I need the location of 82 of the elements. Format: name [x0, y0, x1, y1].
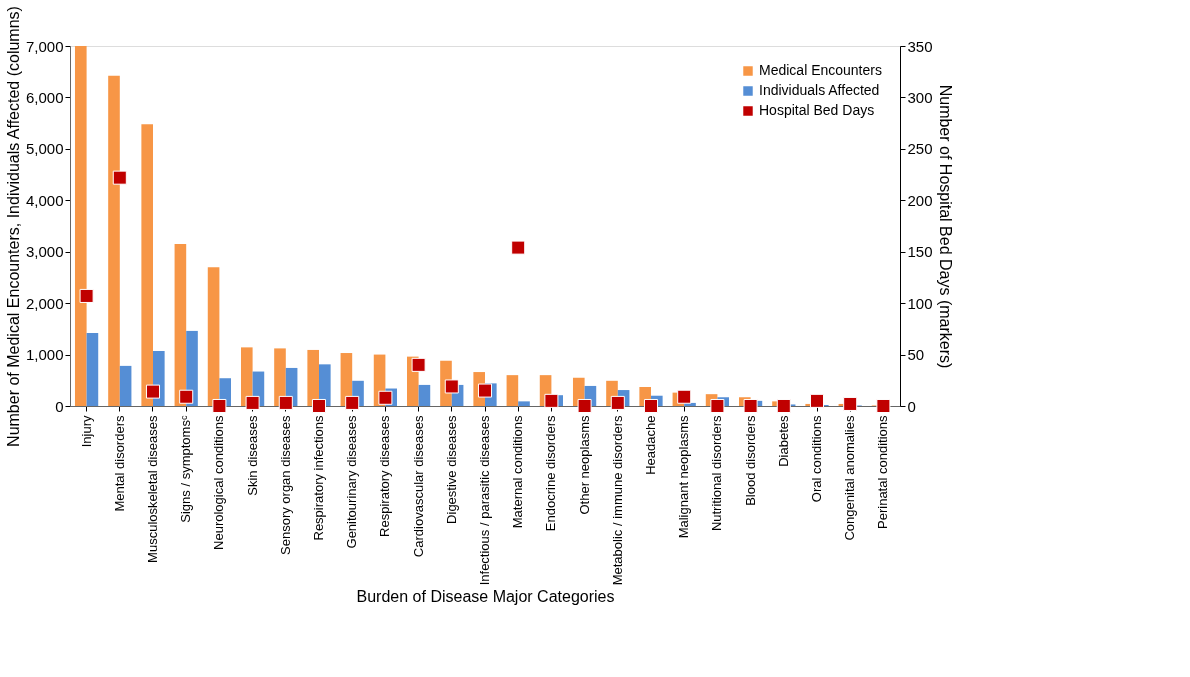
- x-tick-label: Maternal conditions: [510, 415, 526, 529]
- legend-label: Medical Encounters: [759, 62, 882, 78]
- point: [378, 390, 393, 405]
- bar: [307, 349, 319, 406]
- x-tick-label: Nutritional disorders: [709, 415, 725, 532]
- point: [311, 398, 327, 414]
- y2-axis-title: Number of Hospital Bed Days (markers): [936, 84, 954, 369]
- point: [511, 240, 526, 255]
- x-tick-label: Respiratory infections: [311, 415, 326, 541]
- x-tick-label: Blood disorders: [742, 415, 758, 506]
- x-tick-label: Diabetes: [775, 415, 791, 467]
- x-tick-label: Neurological conditions: [211, 415, 227, 550]
- point: [411, 357, 426, 372]
- x-tick-label: Cardiovascular diseases: [410, 415, 426, 558]
- point: [843, 396, 858, 411]
- y2-tick-label: 350: [907, 37, 933, 55]
- point: [544, 393, 559, 408]
- x-tick-label: Headache: [643, 415, 658, 475]
- x-axis-title: Burden of Disease Major Categories: [356, 588, 615, 606]
- bar: [418, 384, 431, 406]
- bar: [207, 267, 220, 406]
- x-tick-label: Skin diseases: [244, 415, 260, 496]
- x-tick-label: Musculoskeletal diseases: [145, 415, 160, 563]
- point: [245, 395, 260, 410]
- y2-tick-label: 50: [907, 346, 925, 364]
- point: [112, 170, 127, 185]
- bar: [74, 46, 87, 406]
- bar: [108, 75, 120, 406]
- point: [743, 398, 758, 414]
- legend-label: Individuals Affected: [759, 82, 880, 98]
- point: [876, 398, 891, 414]
- y-axis-title: Number of Medical Encounters, Individuals Affected (columns): [4, 6, 22, 447]
- bar: [141, 124, 153, 406]
- point: [809, 393, 825, 408]
- point: [278, 395, 293, 410]
- point: [179, 389, 194, 404]
- y2-tick-label: 250: [907, 140, 933, 158]
- bar: [86, 332, 99, 406]
- y-tick-label: 6,000: [25, 88, 64, 106]
- x-tick-label: Respiratory diseases: [377, 415, 393, 537]
- x-tick-label: Infectious / parasitic diseases: [477, 415, 492, 586]
- x-tick-label: Congenital anomalies: [842, 415, 858, 541]
- point: [643, 398, 659, 414]
- x-tick-label: Injury: [78, 415, 94, 448]
- point: [577, 398, 592, 414]
- x-tick-label: Digestive diseases: [443, 415, 459, 524]
- y-tick-label: 5,000: [25, 140, 64, 158]
- y2-tick-label: 300: [907, 88, 933, 106]
- point: [212, 398, 227, 414]
- x-tick-label: Signs / symptomsᶜ: [178, 415, 194, 523]
- y2-tick-label: 0: [907, 397, 916, 415]
- point: [345, 395, 360, 410]
- x-tick-label: Other neoplasms: [576, 415, 592, 515]
- legend-label: Hospital Bed Days: [759, 102, 875, 118]
- point: [145, 384, 161, 399]
- y-tick-label: 3,000: [25, 243, 64, 261]
- y-tick-label: 2,000: [25, 294, 64, 312]
- point: [710, 398, 725, 414]
- bar: [506, 375, 519, 406]
- point: [444, 379, 459, 394]
- y-tick-label: 7,000: [25, 37, 64, 55]
- bar: [119, 365, 132, 406]
- y-tick-label: 0: [55, 397, 64, 415]
- x-tick-label: Oral conditions: [809, 415, 824, 503]
- x-tick-label: Sensory organ diseases: [277, 415, 293, 555]
- x-tick-label: Mental disorders: [111, 415, 127, 512]
- point: [776, 398, 791, 414]
- bar: [518, 401, 530, 406]
- x-tick-label: Perinatal conditions: [875, 415, 891, 529]
- point: [79, 288, 94, 303]
- x-tick-label: Endocrine disorders: [543, 415, 559, 532]
- point: [477, 383, 493, 398]
- point: [610, 395, 625, 410]
- point: [677, 389, 692, 404]
- y-tick-label: 1,000: [25, 346, 64, 364]
- y2-tick-label: 150: [907, 243, 933, 261]
- x-tick-label: Metabolic / immune disorders: [609, 415, 625, 586]
- x-tick-label: Genitourinary diseases: [344, 415, 360, 549]
- y2-tick-label: 200: [907, 191, 933, 209]
- x-tick-label: Malignant neoplasms: [676, 415, 692, 539]
- y-tick-label: 4,000: [25, 191, 64, 209]
- y2-tick-label: 100: [907, 294, 933, 312]
